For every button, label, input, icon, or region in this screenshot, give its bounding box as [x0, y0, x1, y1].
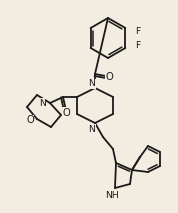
Text: N: N	[89, 125, 95, 134]
Text: NH: NH	[105, 191, 119, 200]
Text: N: N	[39, 98, 46, 108]
Text: O: O	[26, 115, 34, 125]
Text: O: O	[63, 108, 70, 118]
Text: N: N	[89, 79, 95, 88]
Text: F: F	[135, 26, 140, 36]
Text: O: O	[106, 72, 114, 82]
Text: F: F	[135, 42, 140, 50]
